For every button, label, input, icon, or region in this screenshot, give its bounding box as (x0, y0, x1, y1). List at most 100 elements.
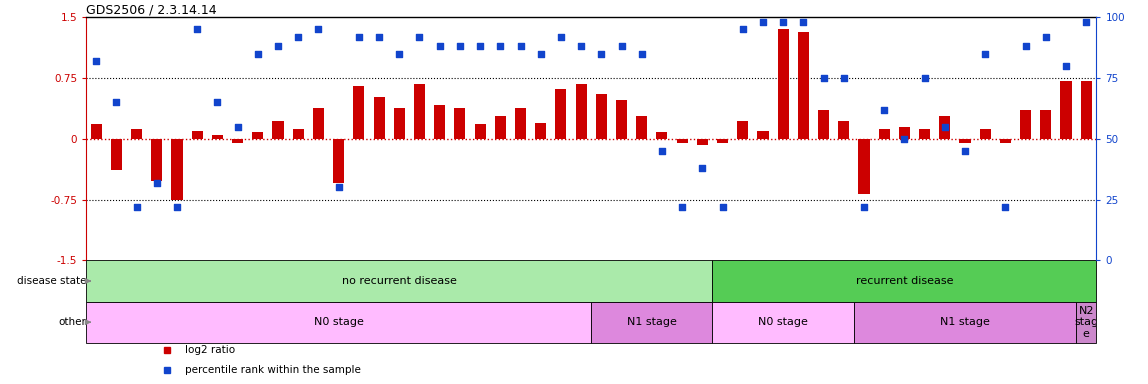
Bar (1080, 81, 1092, 139)
Text: N2
stag
e: N2 stag e (1075, 306, 1099, 339)
Bar (1000, 139, 1011, 143)
Text: N0 stage: N0 stage (313, 317, 364, 327)
Point (612, 43, 630, 50)
Bar (414, 84, 425, 139)
Bar (253, 132, 263, 139)
Bar (86, 301, 591, 343)
Point (451, 43, 470, 50)
Point (532, 51, 550, 57)
Point (430, 43, 449, 50)
Point (936, 124, 954, 130)
Point (188, 26, 207, 33)
Point (329, 184, 348, 190)
Point (956, 148, 975, 154)
Text: GDS2506 / 2.3.14.14: GDS2506 / 2.3.14.14 (86, 3, 217, 16)
Point (734, 26, 752, 33)
Point (653, 148, 672, 154)
Bar (636, 116, 647, 139)
Text: N1 stage: N1 stage (940, 317, 990, 327)
Bar (859, 139, 869, 194)
Bar (192, 131, 203, 139)
Point (168, 204, 186, 210)
Bar (293, 129, 304, 139)
Point (87, 58, 106, 64)
Text: other: other (59, 317, 86, 327)
Bar (979, 129, 991, 139)
Bar (798, 32, 809, 139)
Point (572, 43, 590, 50)
Point (350, 34, 369, 40)
Text: N1 stage: N1 stage (627, 317, 677, 327)
Point (249, 51, 267, 57)
Point (794, 19, 813, 25)
Point (835, 75, 853, 81)
Point (552, 34, 571, 40)
Bar (1021, 111, 1031, 139)
Point (269, 43, 287, 50)
Point (390, 51, 409, 57)
Bar (515, 108, 526, 139)
Bar (713, 301, 854, 343)
Point (754, 19, 773, 25)
Bar (713, 260, 1096, 301)
Bar (131, 129, 142, 139)
Point (107, 99, 125, 106)
Point (976, 51, 994, 57)
Point (633, 51, 651, 57)
Bar (838, 121, 850, 139)
Point (774, 19, 792, 25)
Bar (758, 131, 768, 139)
Bar (920, 129, 930, 139)
Bar (535, 122, 546, 139)
Bar (1076, 301, 1096, 343)
Text: log2 ratio: log2 ratio (185, 345, 235, 355)
Bar (854, 301, 1076, 343)
Bar (152, 139, 162, 181)
Text: N0 stage: N0 stage (758, 317, 808, 327)
Point (713, 204, 731, 210)
Point (410, 34, 428, 40)
Bar (616, 100, 627, 139)
Bar (1040, 111, 1052, 139)
Bar (272, 121, 284, 139)
Bar (111, 139, 122, 170)
Bar (960, 139, 970, 143)
Point (309, 26, 327, 33)
Point (208, 99, 226, 106)
Point (693, 165, 712, 171)
Point (289, 34, 308, 40)
Bar (394, 108, 405, 139)
Bar (1061, 81, 1071, 139)
Bar (171, 139, 183, 200)
Bar (474, 124, 486, 139)
Bar (91, 124, 102, 139)
Bar (434, 105, 445, 139)
Bar (737, 121, 748, 139)
Bar (939, 116, 951, 139)
Point (895, 136, 914, 142)
Bar (333, 139, 344, 184)
Point (1016, 43, 1034, 50)
Point (148, 180, 166, 186)
Point (855, 204, 874, 210)
Point (491, 43, 510, 50)
Bar (596, 94, 607, 139)
Point (511, 43, 529, 50)
Point (875, 107, 893, 113)
Bar (676, 139, 688, 143)
Point (471, 43, 489, 50)
Point (1037, 34, 1055, 40)
Point (915, 75, 933, 81)
Bar (313, 108, 324, 139)
Bar (212, 135, 223, 139)
Point (127, 204, 146, 210)
Point (996, 204, 1015, 210)
Bar (232, 139, 243, 143)
Bar (819, 111, 829, 139)
Bar (556, 89, 566, 139)
Bar (495, 116, 506, 139)
Bar (591, 301, 713, 343)
Point (592, 51, 611, 57)
Bar (718, 139, 728, 143)
Bar (657, 132, 667, 139)
